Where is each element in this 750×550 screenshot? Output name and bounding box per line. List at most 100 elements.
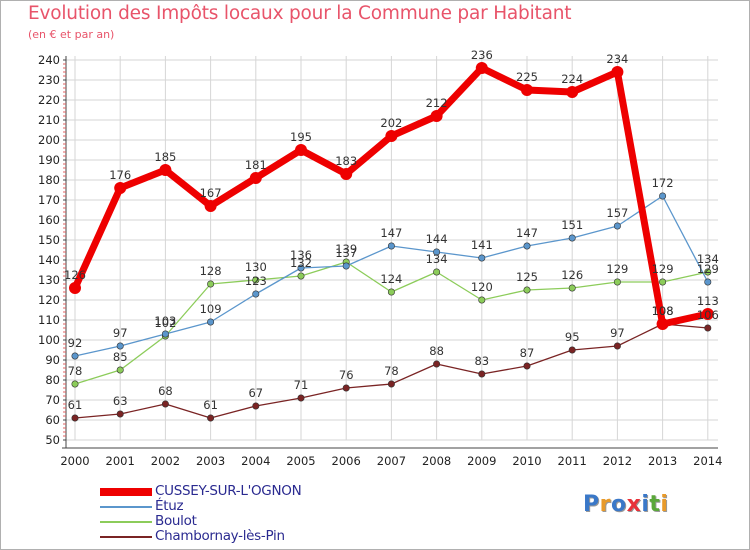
y-tick-label: 130 bbox=[38, 273, 60, 287]
data-label: 141 bbox=[471, 238, 493, 252]
data-label: 129 bbox=[697, 262, 719, 276]
x-tick-label: 2006 bbox=[332, 454, 361, 468]
data-label: 147 bbox=[380, 226, 402, 240]
legend-label: Chambornay-lès-Pin bbox=[155, 528, 285, 544]
x-tick-label: 2000 bbox=[60, 454, 89, 468]
data-point bbox=[161, 330, 169, 338]
data-point bbox=[252, 276, 260, 284]
logo-letter: i bbox=[660, 492, 669, 517]
data-point bbox=[116, 366, 124, 374]
data-label: 129 bbox=[606, 262, 628, 276]
data-label: 185 bbox=[154, 150, 176, 164]
x-tick-label: 2002 bbox=[151, 454, 180, 468]
data-point bbox=[297, 394, 305, 402]
data-label: 67 bbox=[248, 386, 263, 400]
data-label: 97 bbox=[610, 326, 625, 340]
data-point bbox=[297, 272, 305, 280]
data-label: 113 bbox=[697, 294, 719, 308]
y-tick-label: 160 bbox=[38, 213, 60, 227]
data-point bbox=[69, 282, 81, 294]
x-tick-label: 2004 bbox=[241, 454, 270, 468]
x-tick-label: 2009 bbox=[467, 454, 496, 468]
data-label: 124 bbox=[380, 272, 402, 286]
y-tick-label: 110 bbox=[38, 313, 60, 327]
data-point bbox=[297, 264, 305, 272]
x-tick-label: 2012 bbox=[603, 454, 632, 468]
data-point bbox=[204, 200, 217, 212]
data-label: 88 bbox=[429, 344, 444, 358]
data-label: 85 bbox=[113, 350, 128, 364]
data-point bbox=[207, 318, 215, 326]
data-label: 68 bbox=[158, 384, 173, 398]
data-label: 126 bbox=[561, 268, 583, 282]
data-point bbox=[433, 360, 441, 368]
y-tick-label: 210 bbox=[38, 113, 60, 127]
data-point bbox=[523, 242, 531, 250]
data-point bbox=[387, 288, 395, 296]
data-label: 234 bbox=[606, 52, 628, 66]
legend-swatch bbox=[100, 521, 152, 523]
data-label: 130 bbox=[245, 260, 267, 274]
x-tick-label: 2008 bbox=[422, 454, 451, 468]
data-label: 97 bbox=[113, 326, 128, 340]
data-label: 181 bbox=[245, 158, 267, 172]
data-label: 120 bbox=[471, 280, 493, 294]
data-point bbox=[478, 296, 486, 304]
y-tick-label: 240 bbox=[38, 53, 60, 67]
y-tick-label: 90 bbox=[45, 353, 60, 367]
data-point bbox=[611, 66, 624, 78]
x-tick-label: 2007 bbox=[377, 454, 406, 468]
y-tick-label: 150 bbox=[38, 233, 60, 247]
data-label: 132 bbox=[290, 256, 312, 270]
data-point bbox=[385, 130, 398, 142]
data-label: 125 bbox=[516, 270, 538, 284]
data-point bbox=[523, 286, 531, 294]
data-label: 236 bbox=[471, 48, 493, 62]
y-tick-label: 180 bbox=[38, 173, 60, 187]
data-label: 195 bbox=[290, 130, 312, 144]
y-tick-label: 200 bbox=[38, 133, 60, 147]
data-label: 144 bbox=[426, 232, 448, 246]
data-point bbox=[295, 144, 307, 156]
data-label: 136 bbox=[290, 248, 312, 262]
x-tick-label: 2014 bbox=[693, 454, 722, 468]
data-point bbox=[342, 262, 350, 270]
legend-label: Boulot bbox=[155, 513, 197, 529]
data-label: 108 bbox=[652, 304, 674, 318]
data-label: 172 bbox=[652, 176, 674, 190]
data-label: 224 bbox=[561, 72, 583, 86]
logo-letter: o bbox=[610, 492, 627, 517]
data-label: 202 bbox=[380, 116, 402, 130]
y-tick-label: 80 bbox=[45, 373, 60, 387]
logo-letter: P bbox=[583, 492, 600, 517]
data-point bbox=[252, 290, 260, 298]
x-tick-label: 2013 bbox=[648, 454, 677, 468]
data-point bbox=[704, 278, 712, 286]
data-label: 151 bbox=[561, 218, 583, 232]
data-point bbox=[613, 278, 621, 286]
logo-letter: t bbox=[649, 492, 661, 517]
data-point bbox=[433, 268, 441, 276]
data-label: 157 bbox=[606, 206, 628, 220]
proxiti-logo: Proxiti bbox=[583, 492, 668, 517]
data-label: 61 bbox=[68, 398, 83, 412]
x-tick-label: 2010 bbox=[512, 454, 541, 468]
y-tick-label: 220 bbox=[38, 93, 60, 107]
data-label: 76 bbox=[339, 368, 354, 382]
x-tick-label: 2003 bbox=[196, 454, 225, 468]
data-point bbox=[71, 414, 79, 422]
data-label: 78 bbox=[384, 364, 399, 378]
data-label: 225 bbox=[516, 70, 538, 84]
data-point bbox=[568, 346, 576, 354]
legend-label: CUSSEY-SUR-L'OGNON bbox=[155, 483, 302, 499]
y-tick-label: 120 bbox=[38, 293, 60, 307]
data-point bbox=[568, 234, 576, 242]
data-label: 103 bbox=[154, 314, 176, 328]
data-label: 108 bbox=[652, 304, 674, 318]
y-tick-label: 190 bbox=[38, 153, 60, 167]
data-label: 176 bbox=[109, 168, 131, 182]
data-point bbox=[116, 342, 124, 350]
data-label: 63 bbox=[113, 394, 128, 408]
chart-subtitle: (en € et par an) bbox=[28, 28, 115, 41]
data-point bbox=[659, 192, 667, 200]
